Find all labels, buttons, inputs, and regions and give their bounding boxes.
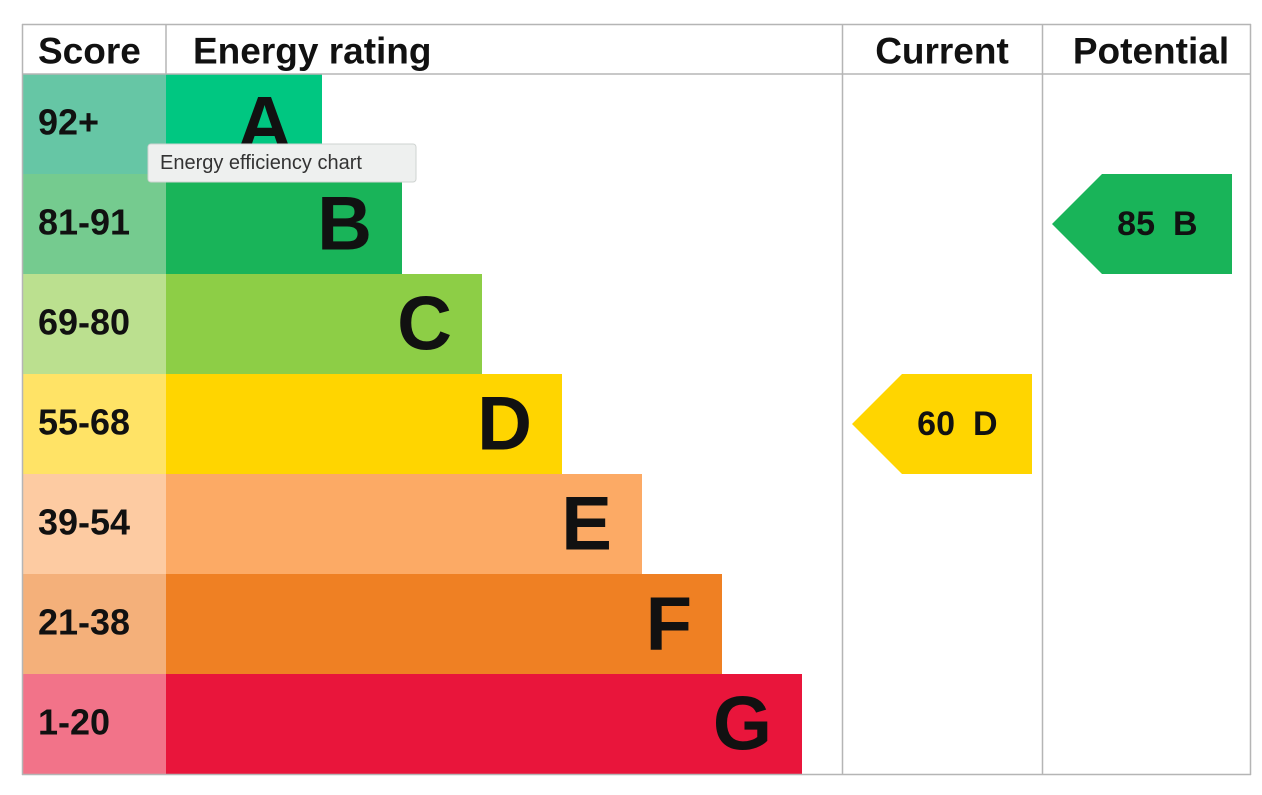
rating-bar: [166, 474, 642, 574]
rating-letter: E: [561, 482, 612, 567]
score-range: 39-54: [38, 502, 130, 543]
arrow-rating: B: [1173, 205, 1198, 243]
score-cell: [22, 374, 166, 474]
rating-arrow: [852, 374, 1032, 474]
score-cell: [22, 174, 166, 274]
rating-letter: C: [397, 282, 452, 367]
tooltip: Energy efficiency chart: [147, 143, 417, 183]
potential-indicator: 85 B: [1052, 174, 1232, 274]
rating-letter: B: [317, 182, 372, 267]
score-range: 1-20: [38, 702, 110, 743]
score-cell: [22, 474, 166, 574]
arrow-rating: D: [973, 405, 998, 443]
rating-bar: [166, 374, 562, 474]
current-indicator: 60 D: [852, 374, 1032, 474]
rating-bar: [166, 674, 802, 774]
table: 92+ A81-91 B69-80 C55-68 D39-54 E21-38 F1-20 G6…: [22, 74, 1232, 774]
rating-letter: D: [477, 382, 532, 467]
score-cell: [22, 74, 166, 174]
header-potential: Potential: [1073, 31, 1229, 72]
tooltip-box: [147, 143, 417, 183]
score-range: 55-68: [38, 402, 130, 443]
score-range: 69-80: [38, 302, 130, 343]
arrow-score: 85: [1117, 205, 1155, 243]
score-cell: [22, 274, 166, 374]
score-cell: [22, 674, 166, 774]
tooltip-text: Energy efficiency chart: [160, 152, 362, 174]
header-rating: Energy rating: [193, 31, 432, 72]
rating-arrow: [1052, 174, 1232, 274]
score-cell: [22, 574, 166, 674]
rating-bar: [166, 574, 722, 674]
rating-bar: [166, 174, 402, 274]
rating-letter: G: [713, 682, 772, 767]
header-score: Score: [38, 31, 141, 72]
rating-letter: F: [646, 582, 692, 667]
rating-bar: [166, 274, 482, 374]
score-range: 81-91: [38, 202, 130, 243]
arrow-score: 60: [917, 405, 955, 443]
header-current: Current: [875, 31, 1009, 72]
score-range: 92+: [38, 102, 99, 143]
score-range: 21-38: [38, 602, 130, 643]
